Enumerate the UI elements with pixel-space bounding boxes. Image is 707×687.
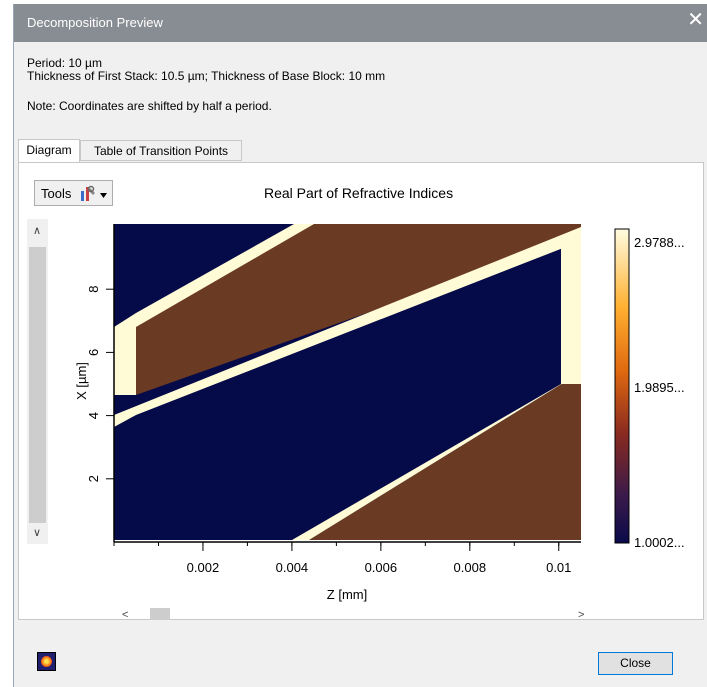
y-tick-label: 8 <box>86 286 101 293</box>
close-button[interactable]: Close <box>598 652 673 675</box>
vertical-scrollbar[interactable]: ∧ ∨ <box>27 219 48 544</box>
chevron-down-icon <box>99 188 108 203</box>
colorbar-label-min: 1.0002... <box>634 535 685 550</box>
x-tick-label: 0.006 <box>365 560 398 575</box>
tab-diagram[interactable]: Diagram <box>18 139 80 162</box>
scroll-up-icon[interactable]: ∧ <box>33 225 42 237</box>
tab-table-of-transition-points[interactable]: Table of Transition Points <box>80 140 242 161</box>
chart-title: Real Part of Refractive Indices <box>264 185 454 201</box>
boundary-band-middle <box>114 227 581 427</box>
colorbar-label-max: 2.9788... <box>634 235 685 250</box>
boundary-band-right <box>561 229 581 384</box>
y-tick-group: 2 4 6 8 <box>86 286 114 482</box>
scroll-right-icon[interactable]: > <box>578 609 585 621</box>
period-text: Period: 10 µm <box>27 56 102 70</box>
x-tick-label: 0.004 <box>276 560 309 575</box>
y-tick-label: 2 <box>86 475 101 482</box>
vertical-scroll-thumb[interactable] <box>29 247 46 523</box>
refractive-index-chart: 0.002 0.004 0.006 0.008 0.01 2 4 6 8 Z [mm] X [… <box>74 224 685 602</box>
scroll-left-icon[interactable]: < <box>122 609 129 621</box>
note-text: Note: Coordinates are shifted by half a … <box>27 99 272 113</box>
colorbar <box>614 228 630 544</box>
boundary-band-upper <box>114 224 314 395</box>
x-tick-label: 0.01 <box>546 560 571 575</box>
title-bar: Decomposition Preview ✕ <box>14 4 707 42</box>
x-axis-label: Z [mm] <box>327 587 367 602</box>
upper-high-index-region <box>136 224 581 395</box>
app-logo-icon[interactable] <box>37 652 56 671</box>
close-icon[interactable]: ✕ <box>687 9 704 31</box>
scroll-down-icon[interactable]: ∨ <box>33 527 42 539</box>
decomposition-preview-window: Decomposition Preview ✕ Period: 10 µm Th… <box>13 4 707 687</box>
colorbar-label-mid: 1.9895... <box>634 380 685 395</box>
y-axis-label: X [µm] <box>74 362 89 400</box>
thickness-text: Thickness of First Stack: 10.5 µm; Thick… <box>27 69 386 83</box>
tools-label: Tools <box>41 186 72 201</box>
x-tick-label: 0.008 <box>454 560 487 575</box>
window-title: Decomposition Preview <box>27 15 163 30</box>
x-tick-label: 0.002 <box>187 560 220 575</box>
tools-icon <box>79 184 97 205</box>
tools-button[interactable]: Tools <box>34 180 113 206</box>
footer-bar <box>14 620 707 687</box>
y-tick-label: 4 <box>86 412 101 419</box>
x-tick-group: 0.002 0.004 0.006 0.008 0.01 <box>113 542 571 575</box>
y-tick-label: 6 <box>86 349 101 356</box>
heatmap-area <box>114 224 581 540</box>
